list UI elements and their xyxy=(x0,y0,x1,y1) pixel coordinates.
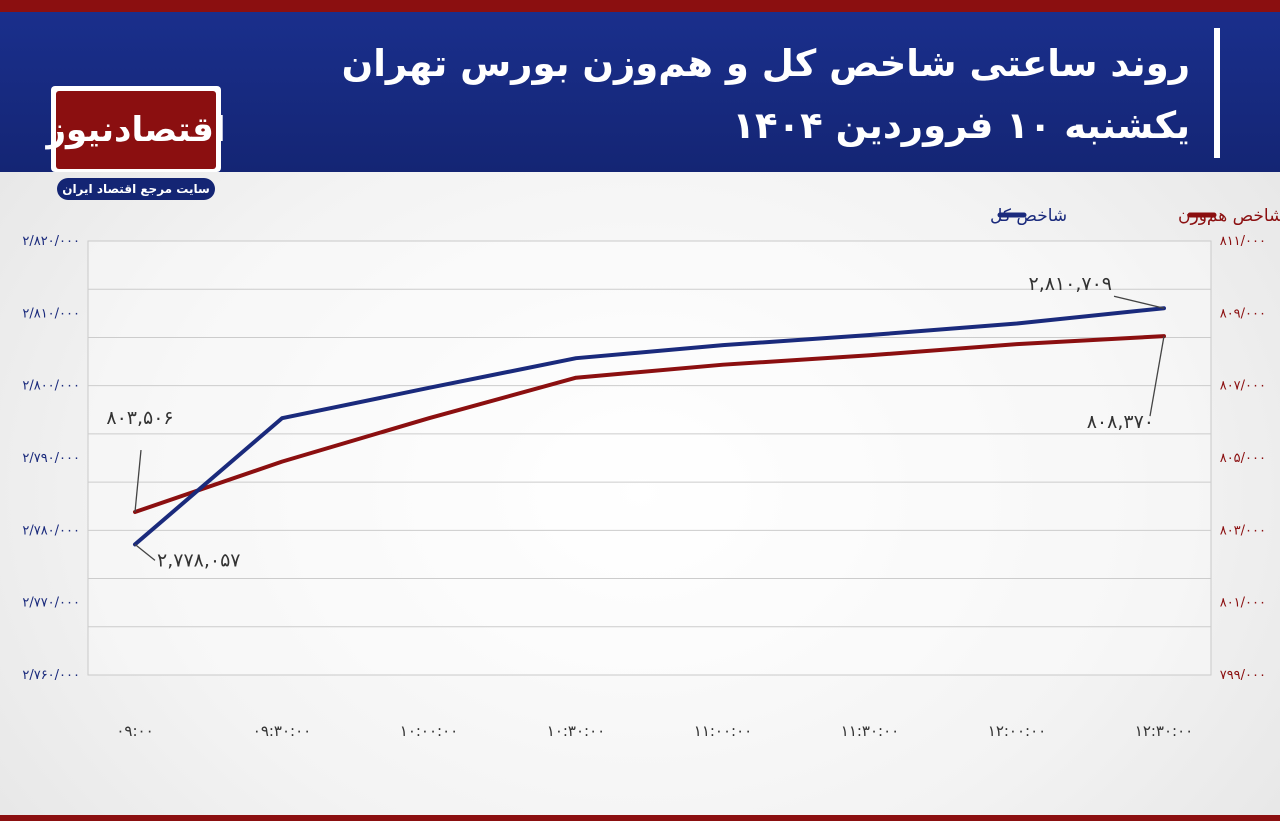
plot-area xyxy=(87,240,1212,676)
data-label: ۲,۷۷۸,۰۵۷ xyxy=(157,549,241,571)
series-line-total-index xyxy=(133,306,1166,547)
x-tick-label: ۱۲:۳۰:۰۰ xyxy=(1135,722,1193,740)
x-tick-label: ۰۹:۰۰ xyxy=(116,722,153,740)
page-title: روند ساعتی شاخص کل و هم‌وزن بورس تهران xyxy=(341,42,1190,85)
y-right-tick-label: ۸۰۵/۰۰۰ xyxy=(1220,451,1266,466)
series-line-equal-weight-index xyxy=(133,334,1166,515)
x-tick-label: ۱۱:۰۰:۰۰ xyxy=(694,722,752,740)
x-tick-label: ۱۱:۳۰:۰۰ xyxy=(841,722,899,740)
x-tick-label: ۱۲:۰۰:۰۰ xyxy=(988,722,1046,740)
y-left-tick-label: ۲/۸۰۰/۰۰۰ xyxy=(22,379,80,394)
bottom-accent-strip xyxy=(0,815,1280,821)
y-left-tick-label: ۲/۷۶۰/۰۰۰ xyxy=(22,668,80,683)
x-tick-label: ۰۹:۳۰:۰۰ xyxy=(253,722,311,740)
y-left-tick-label: ۲/۸۲۰/۰۰۰ xyxy=(22,234,80,249)
y-left-tick-label: ۲/۷۸۰/۰۰۰ xyxy=(22,523,80,538)
y-right-tick-label: ۷۹۹/۰۰۰ xyxy=(1220,668,1266,683)
annotation-leader-line xyxy=(1113,295,1165,309)
x-tick-label: ۱۰:۳۰:۰۰ xyxy=(547,722,605,740)
annotation-leader-line xyxy=(134,543,156,561)
annotation-leader-line xyxy=(1149,336,1165,417)
y-right-tick-label: ۸۰۷/۰۰۰ xyxy=(1220,379,1266,394)
y-left-tick-label: ۲/۷۷۰/۰۰۰ xyxy=(22,596,80,611)
y-right-tick-label: ۸۰۱/۰۰۰ xyxy=(1220,596,1266,611)
data-label: ۲,۸۱۰,۷۰۹ xyxy=(1028,273,1112,295)
y-left-tick-label: ۲/۷۹۰/۰۰۰ xyxy=(22,451,80,466)
logo-wordmark: اقتصادنیوز xyxy=(46,91,226,169)
top-accent-strip xyxy=(0,0,1280,12)
y-right-tick-label: ۸۰۳/۰۰۰ xyxy=(1220,523,1266,538)
legend-label: شاخص کل xyxy=(990,206,1067,226)
legend-label: شاخص هم‌وزن xyxy=(1178,206,1280,226)
page-subtitle: یکشنبه ۱۰ فروردین ۱۴۰۴ xyxy=(732,104,1190,147)
y-right-tick-label: ۸۱۱/۰۰۰ xyxy=(1220,234,1266,249)
annotation-leader-line xyxy=(134,449,142,513)
data-label: ۸۰۳,۵۰۶ xyxy=(106,407,173,429)
y-right-tick-label: ۸۰۹/۰۰۰ xyxy=(1220,306,1266,321)
y-left-tick-label: ۲/۸۱۰/۰۰۰ xyxy=(22,306,80,321)
data-label: ۸۰۸,۳۷۰ xyxy=(1087,411,1154,433)
title-divider xyxy=(1214,28,1220,158)
logo: اقتصادنیوز xyxy=(46,86,226,172)
x-tick-label: ۱۰:۰۰:۰۰ xyxy=(400,722,458,740)
logo-tagline: سایت مرجع اقتصاد ایران xyxy=(57,178,215,200)
